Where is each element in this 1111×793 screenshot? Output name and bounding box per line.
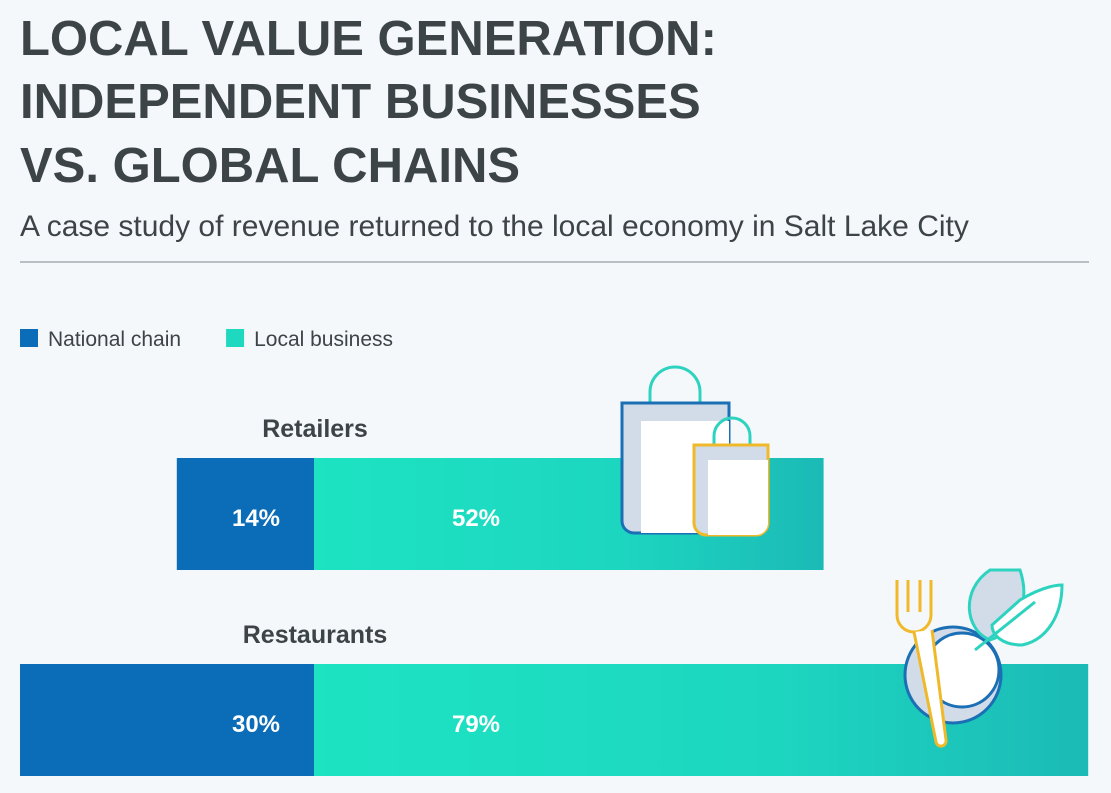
chart-title: LOCAL VALUE GENERATION: [20, 12, 717, 66]
chart-subtitle: A case study of revenue returned to the … [20, 210, 969, 243]
legend-swatch [226, 329, 245, 347]
category-label: Restaurants [243, 621, 388, 649]
value-label: 52% [452, 505, 500, 532]
value-label: 79% [452, 711, 500, 738]
bars [20, 458, 1089, 776]
legend-label: National chain [48, 328, 181, 351]
legend-swatch [20, 329, 38, 347]
bar [20, 664, 314, 776]
restaurant-icon [895, 568, 1064, 748]
shopping-icon [620, 365, 770, 537]
value-label: 14% [232, 505, 280, 532]
category-label: Retailers [262, 415, 368, 443]
chart-title: INDEPENDENT BUSINESSES [20, 75, 701, 129]
value-label: 30% [232, 711, 280, 738]
chart-title: VS. GLOBAL CHAINS [20, 139, 520, 193]
bar [176, 458, 314, 570]
legend-label: Local business [254, 328, 393, 351]
